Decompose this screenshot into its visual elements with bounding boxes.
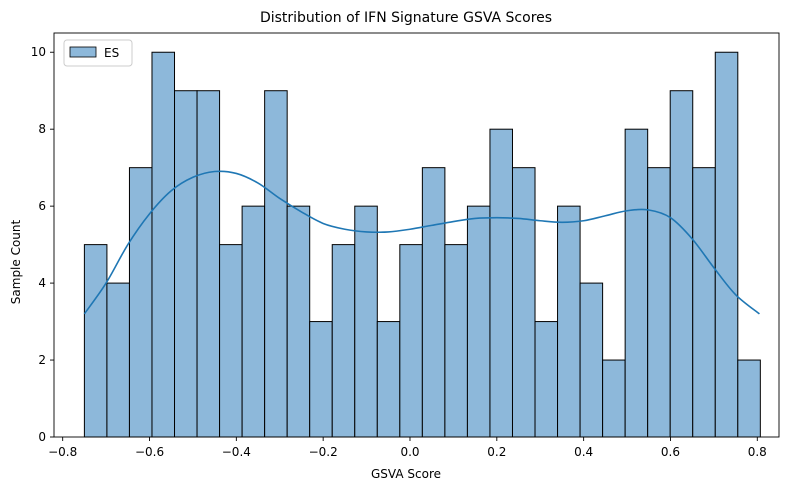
histogram-bar	[714, 51, 739, 438]
histogram-bar	[444, 244, 468, 438]
histogram-bar	[241, 205, 266, 438]
y-tick-label: 2	[38, 353, 46, 367]
histogram-bar	[376, 321, 401, 438]
x-tick-label: −0.6	[135, 445, 164, 459]
histogram-bar	[354, 205, 378, 438]
histogram-bar	[489, 128, 513, 438]
x-tick-label: −0.8	[48, 445, 77, 459]
y-tick-label: 6	[38, 199, 46, 213]
y-tick-label: 0	[38, 430, 46, 444]
histogram-bar	[83, 244, 108, 438]
x-tick-label: 0.6	[661, 445, 680, 459]
x-tick-label: 0.8	[748, 445, 767, 459]
y-tick-label: 8	[38, 122, 46, 136]
histogram-bar	[511, 167, 536, 438]
histogram-bar	[737, 359, 761, 438]
histogram-bar	[624, 128, 649, 438]
x-axis-label: GSVA Score	[371, 467, 441, 481]
plot-frame	[53, 32, 780, 438]
histogram-bar	[174, 90, 198, 438]
legend-swatch-es	[69, 46, 97, 58]
bars-layer	[83, 51, 761, 438]
legend-frame	[63, 39, 133, 67]
histogram-bar	[264, 90, 288, 438]
x-tick-label: −0.2	[309, 445, 338, 459]
histogram-bar	[309, 321, 333, 438]
y-axis-label: Sample Count	[9, 219, 23, 304]
chart-title: Distribution of IFN Signature GSVA Score…	[260, 10, 552, 26]
y-tick-label: 10	[31, 45, 46, 59]
histogram-bar	[579, 282, 604, 438]
histogram-bar	[196, 90, 221, 438]
histogram-bar	[669, 90, 694, 438]
histogram-bar	[219, 244, 243, 438]
legend: ES	[63, 39, 133, 67]
histogram-bar	[286, 205, 311, 438]
histogram-bar	[466, 205, 491, 438]
histogram-bar	[106, 282, 130, 438]
histogram-bar	[692, 167, 716, 438]
x-axis-ticks: −0.8 −0.6 −0.4 −0.2 0.0 0.2 0.4 0.6 0.8	[48, 437, 767, 459]
y-axis-ticks: 0 2 4 6 8 10	[31, 45, 54, 444]
histogram-bar	[602, 359, 626, 438]
histogram-bar	[331, 244, 356, 438]
histogram-bar	[128, 167, 153, 438]
legend-label-es: ES	[104, 46, 119, 60]
kde-curve	[83, 170, 760, 315]
x-tick-label: −0.4	[222, 445, 251, 459]
histogram-bar	[534, 321, 559, 438]
histogram-bar	[151, 51, 176, 438]
x-tick-label: 0.0	[400, 445, 419, 459]
histogram-bar	[399, 244, 423, 438]
histogram-bar	[421, 167, 446, 438]
x-tick-label: 0.2	[487, 445, 506, 459]
x-tick-label: 0.4	[574, 445, 593, 459]
y-tick-label: 4	[38, 276, 46, 290]
histogram-bar	[557, 205, 581, 438]
histogram-bar	[647, 167, 671, 438]
